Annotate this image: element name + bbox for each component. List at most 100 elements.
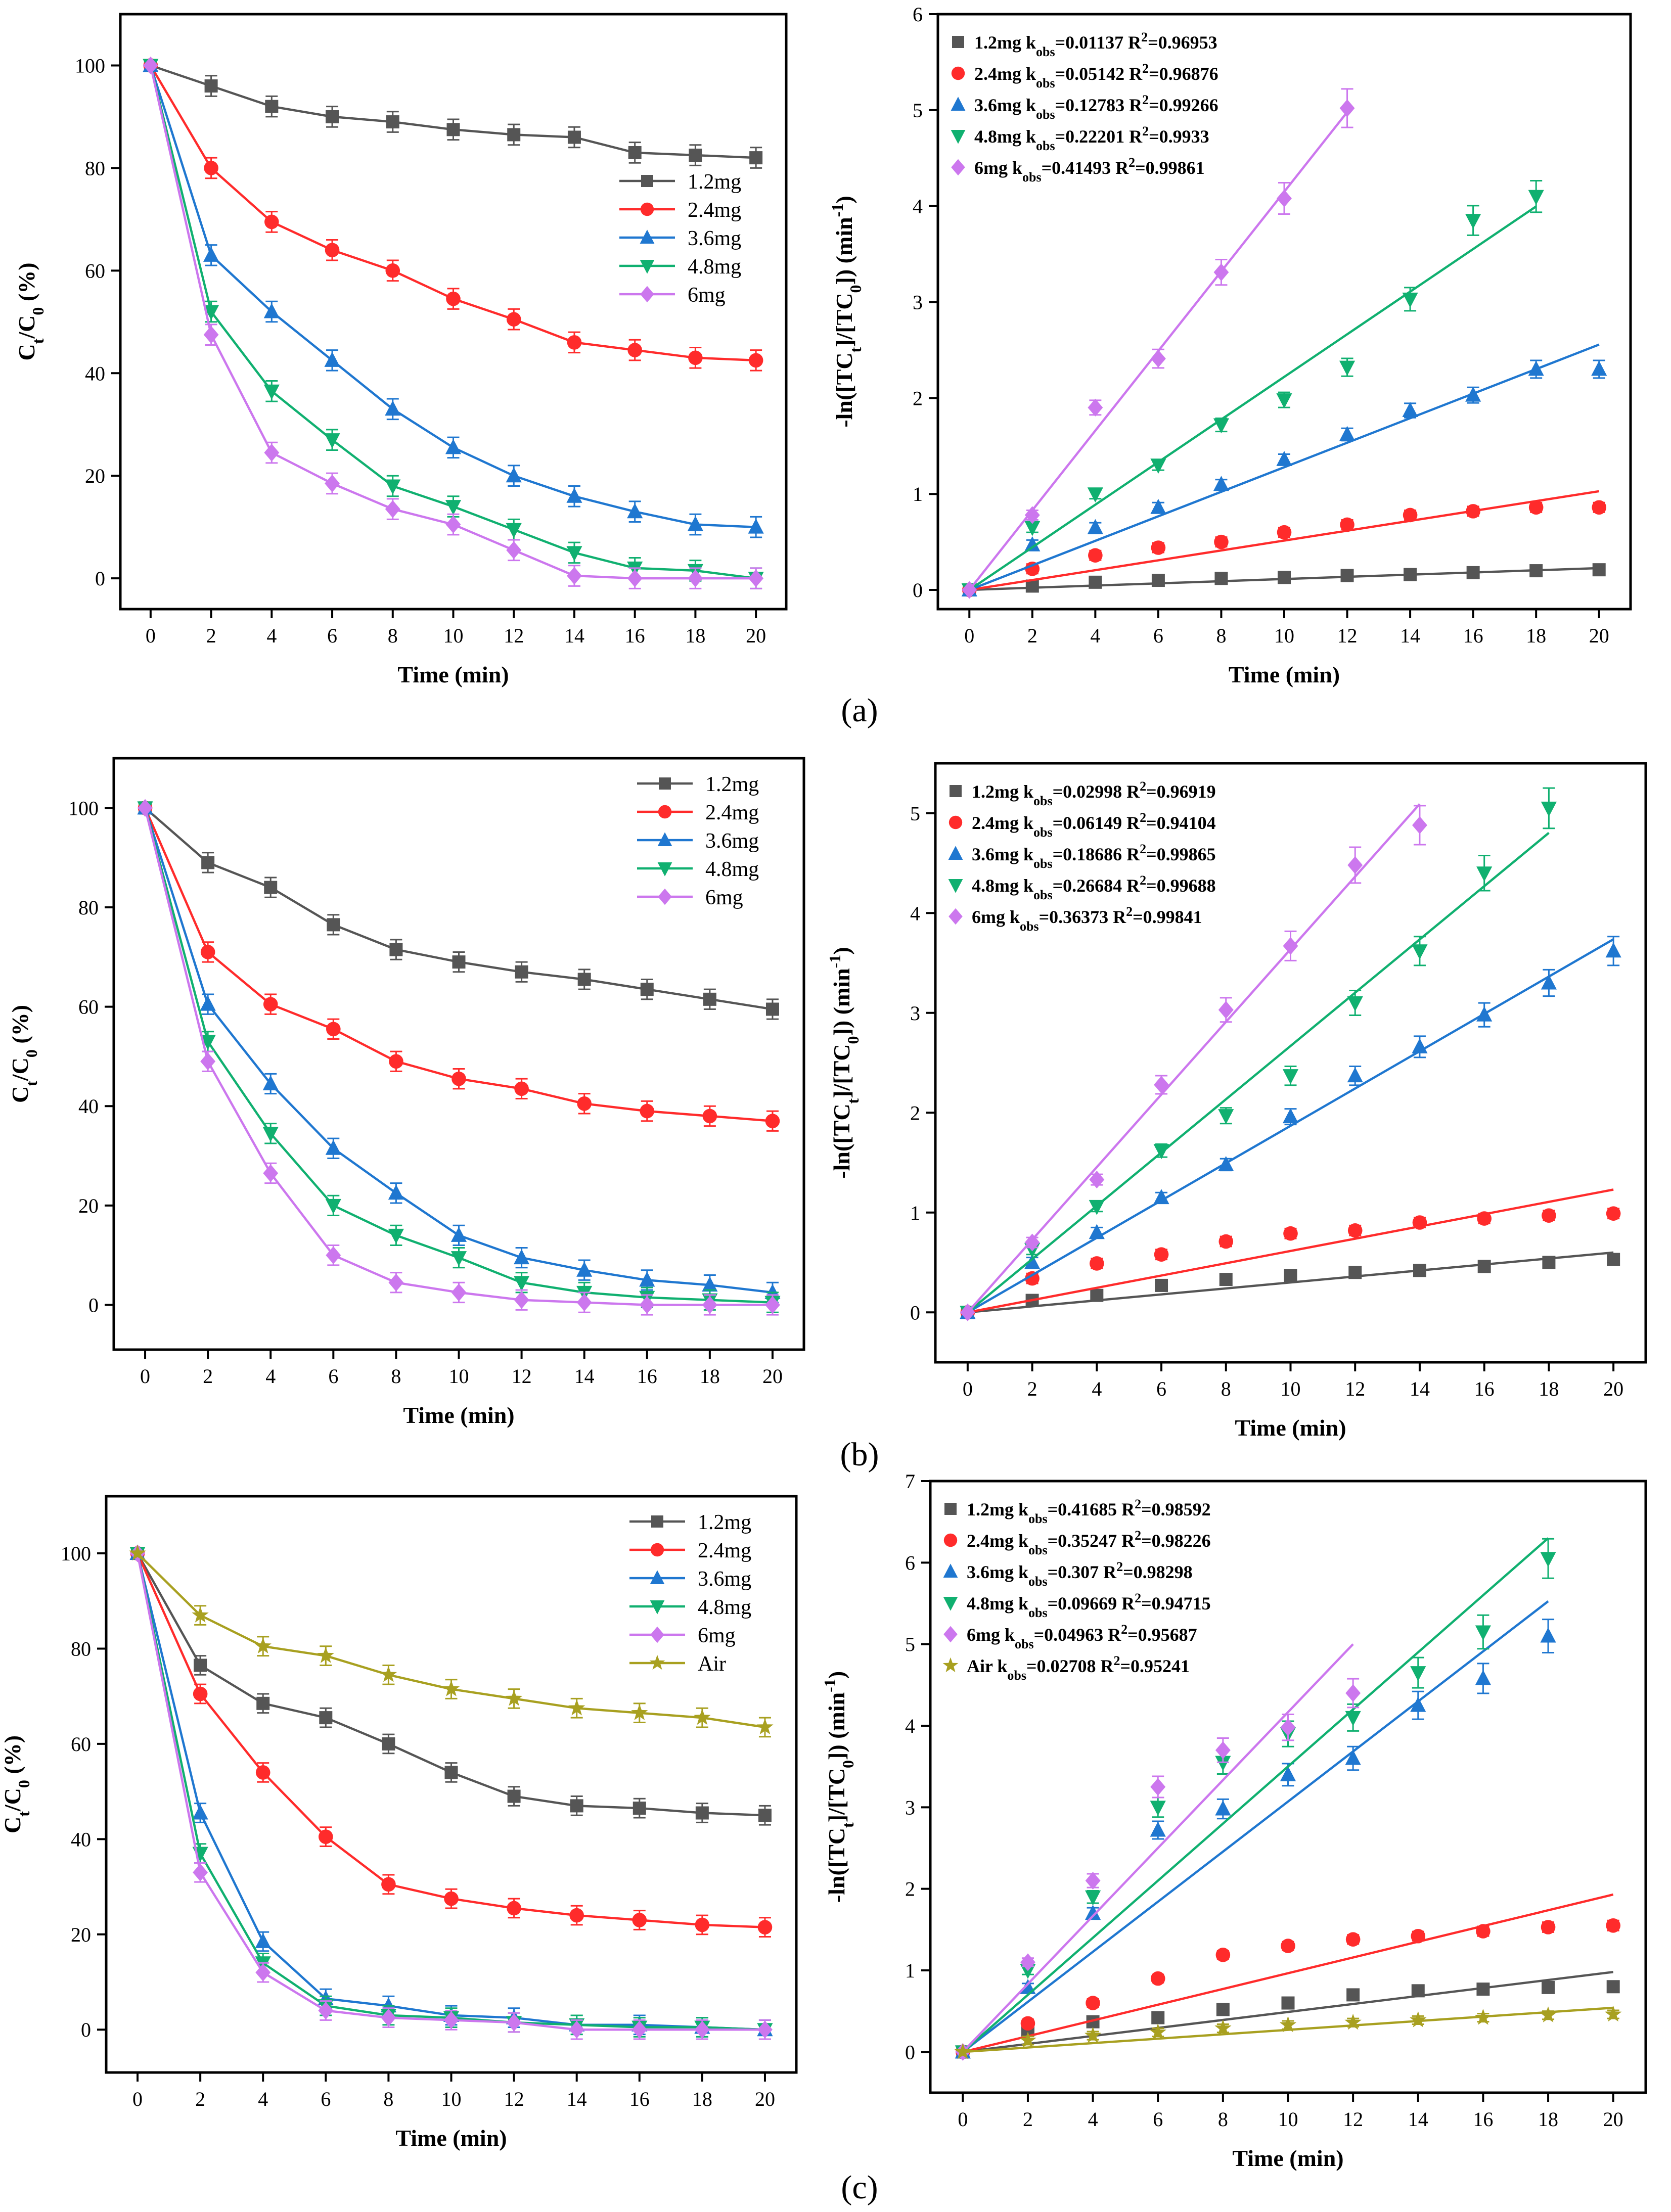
data-point xyxy=(265,100,279,113)
legend-marker xyxy=(641,175,653,187)
data-point xyxy=(577,1096,592,1111)
data-point xyxy=(748,353,763,368)
data-point xyxy=(748,569,764,587)
x-tick-label: 12 xyxy=(1345,1377,1365,1400)
x-tick-label: 18 xyxy=(692,2088,712,2110)
data-point xyxy=(1345,1684,1361,1702)
data-point xyxy=(203,326,219,344)
data-point xyxy=(765,1296,780,1314)
legend-marker xyxy=(657,832,672,846)
data-point xyxy=(445,516,461,534)
legend-label: 3.6mg xyxy=(705,830,759,853)
data-point xyxy=(765,1114,780,1129)
data-point xyxy=(1087,519,1103,534)
data-point xyxy=(757,1920,773,1934)
data-point xyxy=(1411,1984,1425,1998)
data-point xyxy=(1087,487,1103,503)
x-tick-label: 10 xyxy=(443,624,464,647)
legend-marker xyxy=(943,1597,958,1611)
x-tick-label: 2 xyxy=(1027,1377,1037,1400)
data-point xyxy=(1154,1076,1169,1094)
y-tick-label: 100 xyxy=(61,1542,91,1565)
x-tick-label: 0 xyxy=(963,1377,973,1400)
data-point xyxy=(1340,569,1354,582)
data-point xyxy=(1213,263,1229,282)
data-point xyxy=(568,1699,585,1716)
plot-frame xyxy=(936,13,1632,611)
data-point xyxy=(1541,974,1557,990)
legend-label: 4.8mg xyxy=(698,1596,751,1619)
data-point xyxy=(702,1276,718,1292)
data-point xyxy=(954,2043,971,2059)
y-tick-label: 0 xyxy=(95,567,105,590)
x-tick-label: 2 xyxy=(206,624,216,647)
y-tick-label: 5 xyxy=(910,802,920,825)
x-tick-label: 20 xyxy=(746,624,766,647)
data-point xyxy=(1542,1208,1556,1223)
caption-b: (b) xyxy=(840,1436,879,1473)
data-point xyxy=(385,263,400,278)
data-point xyxy=(1149,2023,1166,2040)
y-tick-label: 20 xyxy=(71,1923,91,1946)
data-point xyxy=(1153,1189,1169,1205)
data-point xyxy=(1277,525,1292,540)
data-point xyxy=(1411,1928,1426,1944)
data-point xyxy=(255,1933,271,1948)
y-tick-label: 0 xyxy=(913,579,923,602)
x-tick-label: 12 xyxy=(504,624,524,647)
data-point xyxy=(506,541,522,559)
data-point xyxy=(1090,1256,1104,1271)
y-axis-label: -ln([TCt]/[TC0]) (min-1) xyxy=(826,947,862,1178)
data-point xyxy=(262,1127,279,1142)
x-tick-label: 6 xyxy=(321,2088,331,2110)
legend: 1.2mg 2.4mg 3.6mg 4.8mg 6mg xyxy=(637,773,759,909)
legend-label: 1.2mg xyxy=(688,170,741,194)
data-point xyxy=(450,1226,467,1242)
data-point xyxy=(203,305,219,320)
data-point xyxy=(138,799,153,817)
x-axis-label: Time (min) xyxy=(1232,2145,1343,2171)
data-point xyxy=(513,1249,530,1265)
data-point xyxy=(444,1766,458,1779)
data-point xyxy=(325,474,340,492)
x-tick-label: 2 xyxy=(1027,624,1037,647)
data-point xyxy=(758,1809,772,1822)
y-tick-label: 0 xyxy=(88,1294,99,1317)
x-tick-label: 12 xyxy=(512,1365,532,1388)
data-point xyxy=(1344,2013,1362,2030)
x-tick-label: 0 xyxy=(964,624,974,647)
data-point xyxy=(1154,1247,1169,1262)
fit-line xyxy=(969,343,1600,591)
data-point xyxy=(254,1637,272,1653)
data-point xyxy=(1155,1278,1168,1292)
data-point xyxy=(639,1296,655,1314)
y-tick-label: 3 xyxy=(910,1002,920,1025)
x-tick-label: 8 xyxy=(383,2088,393,2110)
caption-c: (c) xyxy=(841,2169,878,2206)
data-point xyxy=(192,1606,209,1623)
data-point xyxy=(389,1054,403,1069)
data-point xyxy=(143,56,158,75)
data-point xyxy=(1606,1980,1620,1994)
data-point xyxy=(325,1139,341,1155)
data-point xyxy=(264,881,278,894)
data-point xyxy=(1412,1215,1427,1230)
data-point xyxy=(263,384,280,400)
data-point xyxy=(324,351,340,367)
data-point xyxy=(1475,1670,1492,1685)
data-point xyxy=(1219,1273,1233,1286)
x-tick-label: 12 xyxy=(504,2088,524,2110)
series-1_2mg xyxy=(956,1970,1620,2059)
data-point xyxy=(317,1647,334,1663)
legend-label: 3.6mg xyxy=(698,1568,751,1591)
y-tick-label: 80 xyxy=(71,1637,91,1660)
data-point xyxy=(688,569,703,587)
data-point xyxy=(1218,1001,1234,1019)
x-tick-label: 8 xyxy=(1216,624,1226,647)
x-tick-label: 20 xyxy=(1603,2108,1623,2131)
data-point xyxy=(450,1251,467,1267)
data-point xyxy=(689,149,702,162)
legend-marker xyxy=(942,1657,959,1673)
data-point xyxy=(1542,1980,1555,1994)
